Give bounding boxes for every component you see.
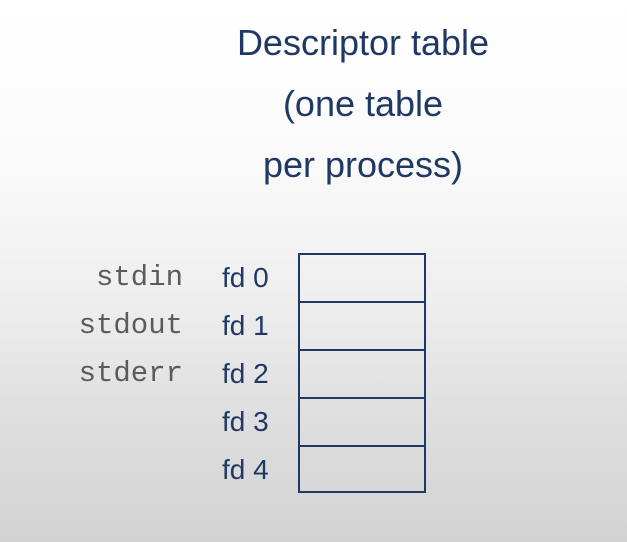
stream-label-stdout: stdout: [78, 309, 183, 342]
fd-label-1: fd 1: [222, 310, 269, 341]
title-line-1: Descriptor table: [236, 22, 490, 63]
title-line-2: (one table: [282, 83, 444, 124]
descriptor-table: [298, 253, 426, 493]
fd-label-3: fd 3: [222, 406, 269, 437]
table-slot-divider: [300, 349, 424, 351]
table-slot-divider: [300, 397, 424, 399]
fd-label-0: fd 0: [222, 262, 269, 293]
stream-label-stderr: stderr: [78, 357, 183, 390]
fd-label-2: fd 2: [222, 358, 269, 389]
stream-label-stdin: stdin: [95, 261, 183, 294]
diagram-title: Descriptor table (one table per process): [178, 12, 548, 195]
table-slot-divider: [300, 301, 424, 303]
table-slot-divider: [300, 445, 424, 447]
title-line-3: per process): [262, 144, 464, 185]
fd-label-4: fd 4: [222, 454, 269, 485]
